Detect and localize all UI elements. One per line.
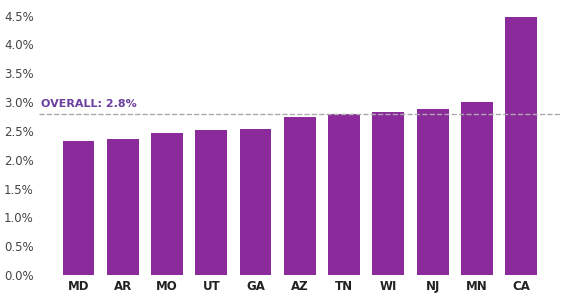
Bar <box>461 102 493 275</box>
Bar <box>63 141 94 275</box>
Bar <box>151 133 183 275</box>
Text: OVERALL: 2.8%: OVERALL: 2.8% <box>41 99 137 109</box>
Bar <box>240 129 271 275</box>
Bar <box>416 109 449 275</box>
Bar <box>195 130 227 275</box>
Bar <box>107 139 138 275</box>
Bar <box>328 114 360 275</box>
Bar <box>372 112 405 275</box>
Bar <box>284 116 316 275</box>
Bar <box>505 17 537 275</box>
